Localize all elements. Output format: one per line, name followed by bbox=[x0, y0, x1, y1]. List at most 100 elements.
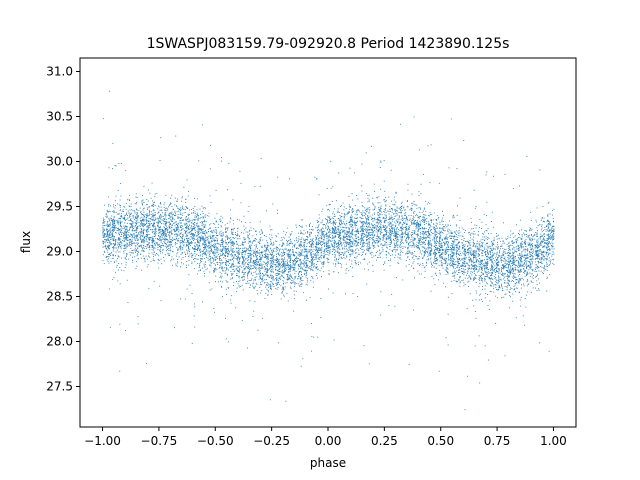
data-point bbox=[153, 209, 155, 211]
data-point bbox=[252, 260, 254, 262]
data-point bbox=[311, 228, 312, 230]
data-point bbox=[243, 242, 245, 244]
data-point bbox=[451, 118, 452, 120]
data-point bbox=[136, 214, 138, 216]
data-point bbox=[484, 278, 486, 280]
data-point bbox=[283, 261, 284, 263]
data-point bbox=[525, 242, 526, 244]
data-point bbox=[332, 237, 334, 238]
data-point bbox=[269, 276, 271, 278]
data-point bbox=[523, 266, 525, 268]
data-point bbox=[215, 267, 217, 269]
data-point bbox=[281, 258, 283, 259]
data-point bbox=[152, 219, 154, 221]
data-point bbox=[221, 259, 223, 261]
data-point bbox=[288, 278, 290, 280]
data-point bbox=[389, 246, 391, 247]
data-point bbox=[428, 240, 430, 241]
data-point bbox=[454, 271, 456, 273]
data-point bbox=[508, 281, 510, 282]
data-point bbox=[478, 247, 480, 249]
data-point bbox=[346, 241, 348, 243]
data-point bbox=[124, 222, 126, 224]
data-point bbox=[204, 215, 206, 217]
data-point bbox=[322, 244, 323, 245]
data-point bbox=[287, 243, 289, 245]
data-point bbox=[400, 221, 402, 223]
data-point bbox=[315, 247, 317, 248]
data-point bbox=[524, 233, 526, 235]
data-point bbox=[403, 206, 405, 208]
data-point bbox=[146, 199, 148, 200]
data-point bbox=[142, 245, 144, 246]
data-point bbox=[417, 217, 419, 219]
data-point bbox=[265, 250, 267, 251]
data-point bbox=[467, 262, 468, 264]
data-point bbox=[346, 234, 348, 235]
data-point bbox=[278, 262, 280, 264]
data-point bbox=[475, 268, 477, 270]
data-point bbox=[423, 228, 425, 230]
data-point bbox=[182, 241, 183, 242]
data-point bbox=[260, 264, 262, 266]
data-point bbox=[231, 278, 233, 280]
data-point bbox=[255, 282, 257, 284]
data-point bbox=[420, 192, 422, 194]
data-point bbox=[289, 254, 291, 255]
data-point bbox=[154, 254, 156, 256]
data-point bbox=[289, 259, 291, 261]
data-point bbox=[520, 269, 522, 271]
data-point bbox=[241, 221, 242, 223]
data-point bbox=[468, 260, 470, 262]
data-point bbox=[337, 234, 339, 235]
data-point bbox=[162, 231, 164, 232]
data-point bbox=[469, 252, 471, 254]
data-point bbox=[207, 235, 209, 237]
data-point bbox=[312, 277, 314, 279]
data-point bbox=[543, 250, 545, 252]
data-point bbox=[192, 227, 194, 229]
data-point bbox=[549, 234, 551, 236]
data-point bbox=[471, 221, 472, 223]
data-point bbox=[452, 243, 454, 245]
data-point bbox=[190, 242, 191, 244]
data-point bbox=[488, 233, 489, 234]
data-point bbox=[470, 218, 472, 219]
data-point bbox=[358, 241, 360, 243]
data-point bbox=[111, 211, 113, 213]
data-point bbox=[221, 254, 223, 256]
data-point bbox=[154, 222, 156, 224]
data-point bbox=[340, 242, 342, 244]
data-point bbox=[518, 257, 520, 259]
data-point bbox=[351, 249, 353, 251]
data-point bbox=[144, 237, 146, 239]
data-point bbox=[230, 260, 232, 261]
data-point bbox=[270, 257, 272, 259]
data-point bbox=[197, 214, 198, 216]
data-point bbox=[389, 236, 391, 238]
data-point bbox=[368, 248, 369, 249]
data-point bbox=[440, 243, 442, 245]
data-point bbox=[137, 216, 139, 218]
data-point bbox=[276, 279, 278, 281]
data-point bbox=[159, 202, 161, 204]
data-point bbox=[399, 230, 401, 232]
data-point bbox=[321, 221, 323, 223]
data-point bbox=[189, 284, 191, 286]
data-point bbox=[204, 242, 206, 243]
data-point bbox=[236, 268, 238, 270]
data-point bbox=[123, 245, 125, 246]
data-point bbox=[530, 211, 532, 213]
data-point bbox=[413, 204, 415, 206]
data-point bbox=[255, 252, 257, 253]
data-point bbox=[518, 261, 520, 263]
data-point bbox=[518, 275, 520, 277]
data-point bbox=[250, 261, 252, 263]
data-point bbox=[453, 252, 455, 254]
data-point bbox=[464, 256, 466, 258]
data-point bbox=[278, 255, 280, 256]
data-point bbox=[290, 282, 292, 284]
data-point bbox=[198, 225, 200, 227]
data-point bbox=[362, 229, 364, 231]
data-point bbox=[322, 241, 324, 243]
